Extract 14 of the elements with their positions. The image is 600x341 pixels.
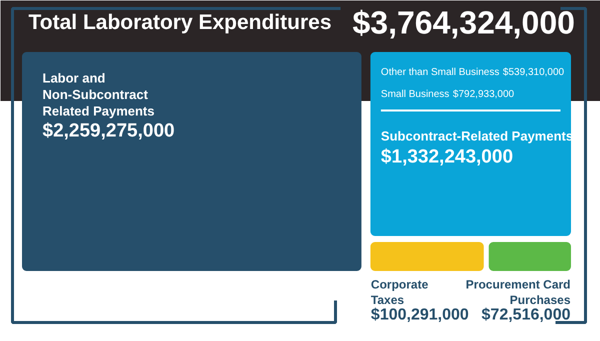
data-label: $539,310,000 — [502, 67, 565, 78]
data-label: $792,933,000 — [452, 89, 515, 100]
data-label: $2,259,275,000 — [42, 120, 175, 142]
category-label: Subcontract-Related Payments — [380, 128, 574, 144]
category-label: Small Business — [380, 89, 450, 100]
data-label: $100,291,000 — [370, 306, 469, 324]
data-label: $72,516,000 — [482, 306, 571, 324]
category-label: Labor and Non-Subcontract Related Payments — [42, 70, 154, 118]
category-label: Other than Small Business — [380, 67, 500, 78]
text: Total Laboratory Expenditures — [28, 11, 332, 34]
category-label: Corporate Taxes — [370, 278, 429, 307]
category-label: Procurement Card Purchases — [466, 278, 571, 307]
text: $3,764,324,000 — [352, 4, 575, 40]
data-label: $1,332,243,000 — [380, 146, 514, 168]
